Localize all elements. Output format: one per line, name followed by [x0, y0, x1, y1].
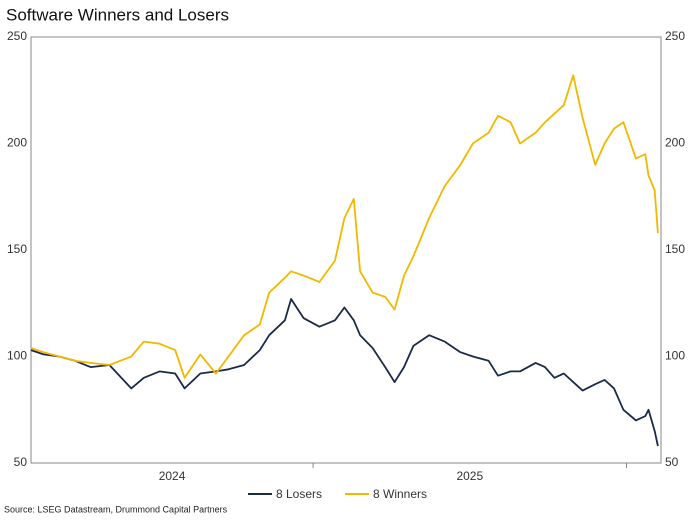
- y-tick-label: 150: [7, 242, 27, 256]
- plot-frame: [30, 36, 662, 464]
- y-tick-label: 200: [7, 136, 27, 150]
- y2-tick-label: 50: [665, 455, 679, 469]
- source: Source: LSEG Datastream, Drummond Capita…: [4, 504, 228, 514]
- y2-tick-label: 150: [665, 242, 685, 256]
- x-tick-label: 2024: [159, 469, 186, 483]
- y-tick-label: 250: [7, 29, 27, 43]
- y-tick-label: 50: [14, 455, 28, 469]
- line: [30, 298, 659, 447]
- y-tick-label: 100: [7, 349, 27, 363]
- x-tick-label: 2025: [456, 469, 483, 483]
- legend-label: 8 Losers: [276, 487, 322, 501]
- y2-tick-label: 200: [665, 136, 685, 150]
- line: [30, 74, 659, 379]
- legend-label: 8 Winners: [373, 487, 427, 501]
- y2-tick-label: 100: [665, 349, 685, 363]
- chart-title: Software Winners and Losers: [6, 5, 229, 24]
- y2-tick-label: 250: [665, 29, 685, 43]
